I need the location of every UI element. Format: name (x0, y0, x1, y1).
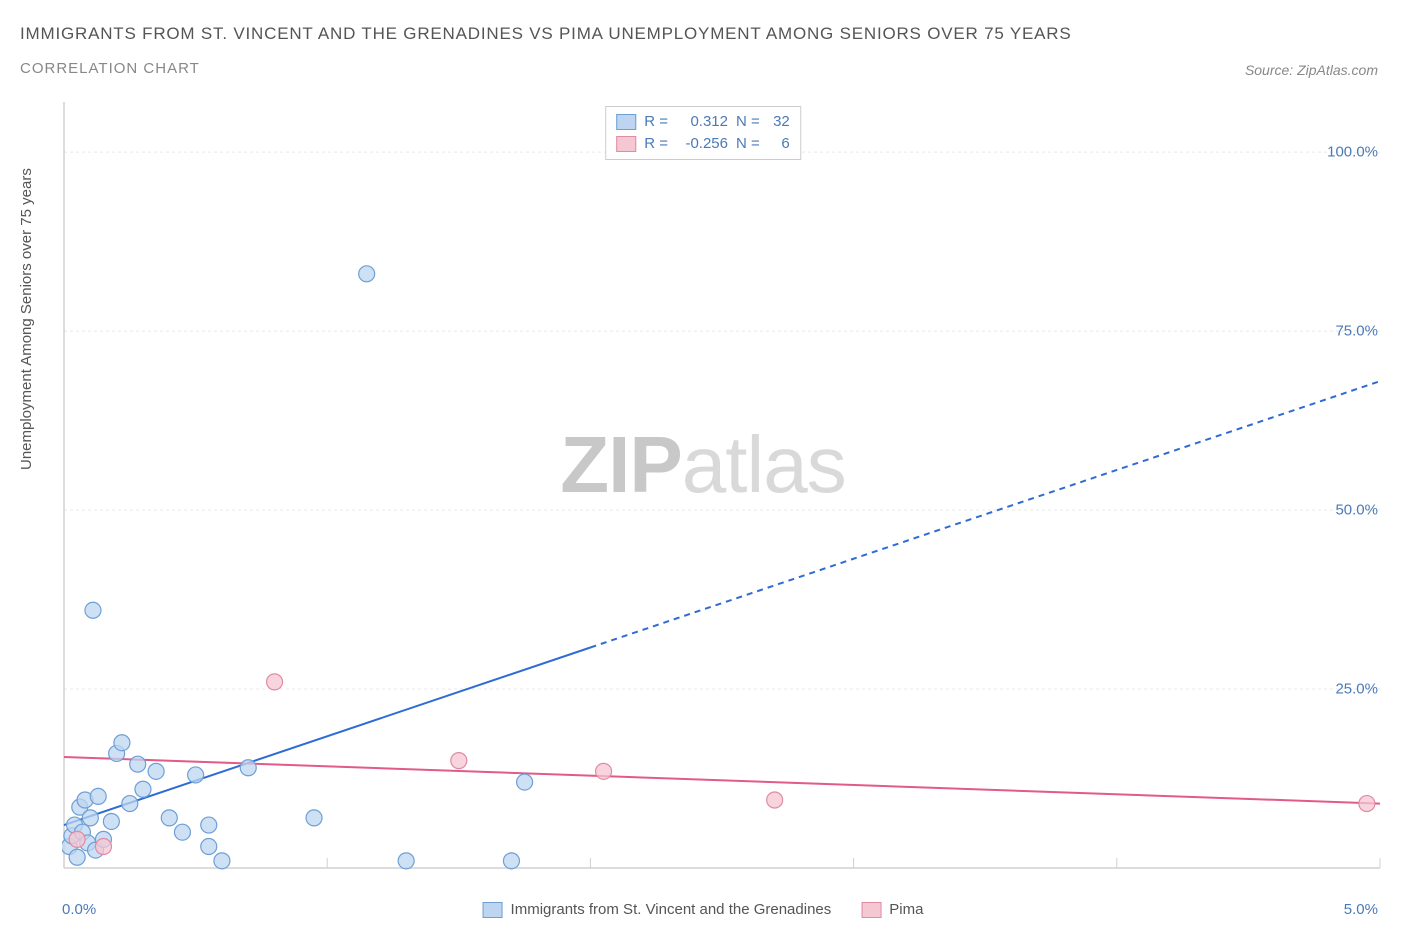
legend-item: Pima (861, 901, 923, 918)
n-label: N = (736, 133, 760, 155)
legend-stats: R = 0.312 N = 32 R = -0.256 N = 6 (605, 106, 801, 160)
legend-stats-row: R = -0.256 N = 6 (616, 133, 790, 155)
n-label: N = (736, 111, 760, 133)
source-label: Source: ZipAtlas.com (1245, 62, 1378, 78)
n-value: 32 (768, 111, 790, 133)
y-axis-label: Unemployment Among Seniors over 75 years (18, 168, 35, 470)
r-label: R = (644, 111, 668, 133)
x-axis-min-label: 0.0% (62, 901, 96, 918)
page-title: IMMIGRANTS FROM ST. VINCENT AND THE GREN… (20, 24, 1071, 44)
y-tick-label: 25.0% (1335, 681, 1378, 698)
y-tick-label: 50.0% (1335, 502, 1378, 519)
legend-series: Immigrants from St. Vincent and the Gren… (483, 901, 924, 918)
y-tick-label: 75.0% (1335, 323, 1378, 340)
legend-swatch-pink (861, 902, 881, 918)
r-value: -0.256 (676, 133, 728, 155)
x-axis-max-label: 5.0% (1344, 901, 1378, 918)
correlation-chart (62, 100, 1382, 870)
page-subtitle: CORRELATION CHART (20, 60, 200, 77)
legend-swatch-blue (616, 114, 636, 130)
legend-swatch-blue (483, 902, 503, 918)
legend-item: Immigrants from St. Vincent and the Gren… (483, 901, 832, 918)
r-value: 0.312 (676, 111, 728, 133)
legend-swatch-pink (616, 136, 636, 152)
n-value: 6 (768, 133, 790, 155)
legend-label: Pima (889, 901, 923, 918)
legend-stats-row: R = 0.312 N = 32 (616, 111, 790, 133)
y-tick-label: 100.0% (1327, 144, 1378, 161)
r-label: R = (644, 133, 668, 155)
legend-label: Immigrants from St. Vincent and the Gren… (511, 901, 832, 918)
